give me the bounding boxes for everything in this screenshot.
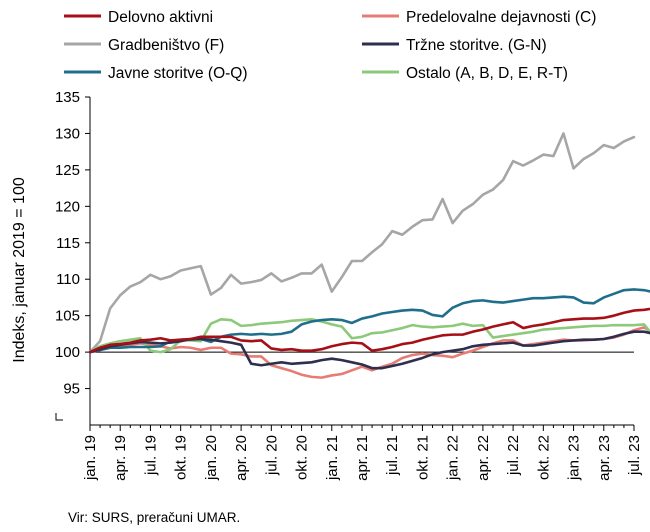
series-line-6: [88, 318, 650, 354]
series-line-4: [88, 330, 650, 370]
x-tick-label: jul. 23: [626, 435, 643, 476]
x-tick-label: apr. 20: [233, 435, 250, 481]
x-tick-label: jul. 20: [263, 435, 280, 476]
legend-label: Ostalo (A, B, D, E, R-T): [406, 65, 568, 82]
x-tick-label: okt. 19: [173, 435, 190, 480]
legend-label: Javne storitve (O-Q): [108, 65, 248, 82]
x-tick-label: apr. 21: [354, 435, 371, 481]
x-tick-label: okt. 20: [294, 435, 311, 480]
x-tick-label: jan. 23: [566, 435, 583, 481]
x-tick-label: apr. 22: [475, 435, 492, 481]
x-tick-label: okt. 21: [414, 435, 431, 480]
y-tick-label: 130: [55, 125, 80, 142]
x-tick-label: jul. 22: [505, 435, 522, 476]
x-tick-label: jan. 21: [324, 435, 341, 481]
y-tick-label: 100: [55, 344, 80, 361]
x-tick-label: jan. 22: [445, 435, 462, 481]
series-line-3: [88, 132, 636, 354]
x-tick-label: okt. 22: [535, 435, 552, 480]
x-tick-label: jul. 19: [142, 435, 159, 476]
y-tick-label: 120: [55, 198, 80, 215]
legend-label: Predelovalne dejavnosti (C): [406, 9, 596, 26]
legend: Delovno aktivni Predelovalne dejavnosti (…: [64, 9, 596, 82]
y-tick-label: 115: [56, 235, 80, 252]
axes: 95 100 105 110 115 120 125 130 135 jan. 19 apr. 19…: [55, 89, 643, 481]
source-note: Vir: SURS, preračuni UMAR.: [68, 510, 241, 525]
y-axis-label: Indeks, januar 2019 = 100: [11, 177, 28, 363]
y-tick-label: 110: [56, 271, 80, 288]
x-tick-label: apr. 19: [112, 435, 129, 481]
x-tick-label: jan. 19: [82, 435, 99, 481]
y-tick-label: 135: [55, 89, 80, 106]
x-tick-label: jan. 20: [203, 435, 220, 481]
legend-label: Tržne storitve. (G-N): [406, 37, 547, 54]
x-tick-label: apr. 23: [596, 435, 613, 481]
legend-label: Gradbeništvo (F): [108, 37, 224, 54]
axis-break-mark: [55, 413, 63, 421]
y-tick-label: 95: [63, 381, 80, 398]
series-layer: [88, 132, 650, 379]
x-tick-label: jul. 21: [384, 435, 401, 476]
legend-label: Delovno aktivni: [108, 9, 213, 26]
y-tick-label: 105: [55, 308, 80, 325]
y-tick-label: 125: [55, 162, 80, 179]
series-line-1: [88, 307, 650, 354]
